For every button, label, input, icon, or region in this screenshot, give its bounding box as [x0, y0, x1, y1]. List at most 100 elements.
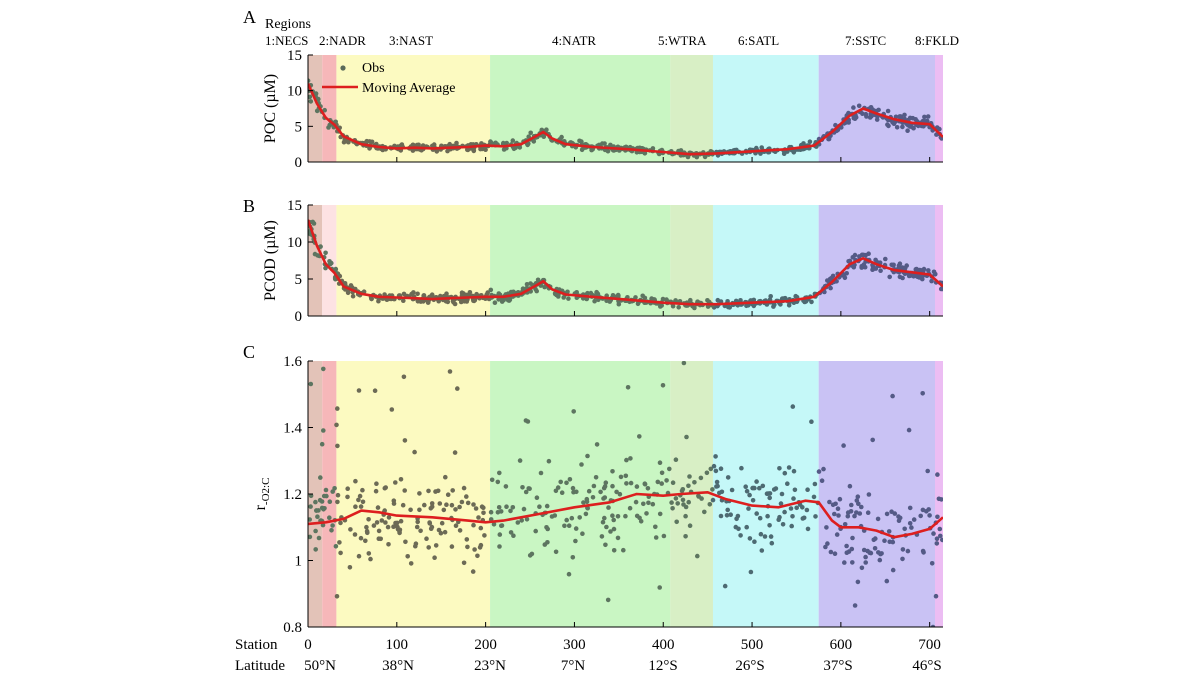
obs-point [870, 267, 875, 273]
obs-point [313, 528, 318, 534]
obs-point [837, 496, 843, 502]
obs-point [933, 593, 939, 599]
obs-point [772, 302, 777, 308]
obs-point [402, 438, 408, 443]
obs-point [335, 406, 340, 411]
obs-point [794, 505, 799, 511]
obs-point [332, 486, 337, 491]
obs-point [497, 532, 503, 537]
obs-point [428, 506, 434, 511]
obs-point [417, 491, 422, 496]
obs-point [356, 553, 362, 559]
obs-point [935, 514, 940, 520]
region-band-2 [322, 361, 337, 627]
obs-point [707, 502, 713, 507]
obs-point [577, 515, 582, 520]
obs-point [728, 512, 733, 517]
obs-point [653, 524, 658, 530]
obs-point [476, 515, 481, 520]
obs-point [854, 498, 860, 503]
obs-point [896, 518, 902, 523]
obs-point [610, 483, 615, 489]
obs-point [471, 502, 476, 507]
obs-point [418, 528, 423, 534]
obs-point [777, 466, 782, 471]
obs-point [398, 477, 404, 482]
obs-point [453, 507, 458, 512]
obs-point [854, 510, 859, 515]
obs-point [308, 493, 314, 499]
obs-point [473, 506, 479, 511]
obs-point [628, 480, 634, 486]
obs-point [782, 509, 787, 515]
obs-point [600, 519, 606, 525]
obs-point [900, 547, 906, 552]
obs-point [429, 524, 435, 530]
obs-point [751, 485, 756, 491]
obs-point [661, 533, 667, 539]
obs-point [403, 539, 408, 545]
y-tick-label: 0 [295, 155, 303, 171]
obs-point [844, 543, 849, 549]
obs-point [358, 504, 364, 509]
obs-point [664, 478, 669, 483]
obs-point [353, 504, 358, 510]
obs-point [905, 128, 910, 133]
obs-point [650, 501, 656, 507]
panel-a-poc: 0 5 10 15 POC (µM) [262, 48, 943, 171]
obs-point [308, 99, 314, 104]
obs-point [891, 121, 897, 126]
obs-point [743, 484, 748, 490]
obs-point [841, 443, 846, 448]
obs-point [790, 514, 795, 519]
obs-point [559, 490, 565, 496]
obs-point [835, 506, 841, 512]
obs-point [345, 494, 350, 500]
obs-point [508, 508, 513, 514]
obs-point [603, 542, 608, 548]
panel-b-pcod: 0 5 10 15 PCOD (µM) [262, 198, 943, 325]
obs-point [932, 272, 938, 277]
obs-point [861, 547, 867, 553]
obs-point [859, 504, 864, 510]
obs-point [863, 554, 868, 560]
obs-point [939, 497, 943, 502]
obs-point [905, 548, 911, 554]
obs-point [408, 561, 414, 566]
obs-point [334, 422, 339, 428]
obs-point [610, 469, 615, 474]
obs-point [365, 530, 370, 536]
obs-point [675, 501, 680, 506]
obs-point [358, 535, 364, 541]
obs-point [683, 513, 688, 519]
obs-point [452, 301, 458, 307]
obs-point [713, 454, 718, 459]
obs-point [600, 141, 605, 146]
obs-point [657, 511, 663, 517]
obs-point [757, 515, 763, 521]
obs-point [366, 517, 371, 522]
obs-point [559, 134, 564, 140]
obs-point [374, 520, 380, 525]
obs-point [921, 550, 926, 555]
obs-point [809, 419, 814, 425]
obs-point [614, 489, 619, 495]
obs-point [891, 263, 896, 268]
obs-point [492, 300, 498, 306]
obs-point [687, 523, 693, 528]
obs-point [432, 555, 437, 560]
obs-point [657, 585, 662, 590]
moving-average-line [308, 491, 943, 539]
obs-point [846, 549, 852, 554]
obs-point [501, 147, 507, 152]
obs-point [683, 504, 689, 510]
obs-point [318, 475, 323, 480]
obs-point [688, 297, 693, 303]
obs-point [634, 484, 640, 489]
obs-point [625, 385, 631, 390]
obs-point [323, 487, 329, 493]
obs-point [930, 624, 936, 627]
y-tick-label: 15 [287, 198, 302, 214]
regions-title: Regions [265, 17, 311, 32]
moving-average-line [308, 82, 943, 156]
